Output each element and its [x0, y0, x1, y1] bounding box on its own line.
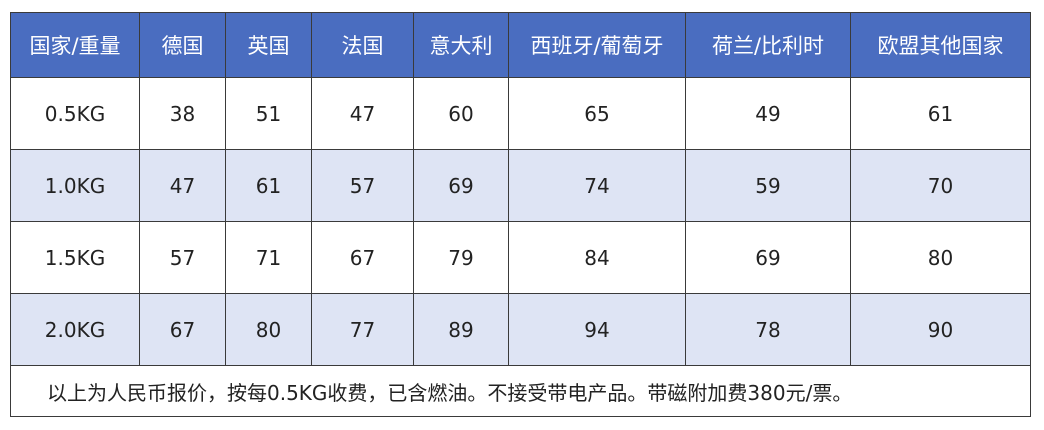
header-row: 国家/重量 德国 英国 法国 意大利 西班牙/葡萄牙 荷兰/比利时 欧盟其他国家: [10, 12, 1031, 78]
price-cell: 57: [139, 221, 226, 294]
header-cell: 欧盟其他国家: [850, 12, 1031, 78]
header-cell: 意大利: [413, 12, 509, 78]
table-row: 1.5KG 57 71 67 79 84 69 80: [10, 221, 1031, 294]
note: 以上为人民币报价，按每0.5KG收费，已含燃油。不接受带电产品。带磁附加费380…: [10, 365, 1031, 417]
price-cell: 49: [685, 77, 851, 150]
price-cell: 94: [508, 293, 686, 366]
price-cell: 38: [139, 77, 226, 150]
price-cell: 84: [508, 221, 686, 294]
header-cell: 国家/重量: [10, 12, 140, 78]
header-cell: 英国: [225, 12, 312, 78]
price-cell: 89: [413, 293, 509, 366]
price-cell: 47: [139, 149, 226, 222]
price-cell: 69: [413, 149, 509, 222]
price-cell: 71: [225, 221, 312, 294]
table-row: 0.5KG 38 51 47 60 65 49 61: [10, 77, 1031, 150]
note-row: 以上为人民币报价，按每0.5KG收费，已含燃油。不接受带电产品。带磁附加费380…: [10, 365, 1031, 417]
price-cell: 65: [508, 77, 686, 150]
weight-cell: 2.0KG: [10, 293, 140, 366]
table-body: 0.5KG 38 51 47 60 65 49 61 1.0KG 47 61 57 69 74 59 70 1.…: [10, 77, 1031, 366]
price-cell: 67: [311, 221, 414, 294]
price-cell: 59: [685, 149, 851, 222]
price-cell: 51: [225, 77, 312, 150]
header-cell: 荷兰/比利时: [685, 12, 851, 78]
price-cell: 60: [413, 77, 509, 150]
price-cell: 70: [850, 149, 1031, 222]
price-cell: 67: [139, 293, 226, 366]
weight-cell: 0.5KG: [10, 77, 140, 150]
price-cell: 61: [850, 77, 1031, 150]
price-cell: 69: [685, 221, 851, 294]
table-row: 1.0KG 47 61 57 69 74 59 70: [10, 149, 1031, 222]
price-cell: 79: [413, 221, 509, 294]
price-cell: 80: [225, 293, 312, 366]
price-cell: 61: [225, 149, 312, 222]
weight-cell: 1.0KG: [10, 149, 140, 222]
price-cell: 74: [508, 149, 686, 222]
price-cell: 57: [311, 149, 414, 222]
weight-cell: 1.5KG: [10, 221, 140, 294]
price-cell: 78: [685, 293, 851, 366]
price-cell: 90: [850, 293, 1031, 366]
price-cell: 47: [311, 77, 414, 150]
header-cell: 法国: [311, 12, 414, 78]
price-table: 国家/重量 德国 英国 法国 意大利 西班牙/葡萄牙 荷兰/比利时 欧盟其他国家 0.5KG 3…: [10, 12, 1031, 417]
price-cell: 77: [311, 293, 414, 366]
table-row: 2.0KG 67 80 77 89 94 78 90: [10, 293, 1031, 366]
header-cell: 德国: [139, 12, 226, 78]
header-cell: 西班牙/葡萄牙: [508, 12, 686, 78]
price-cell: 80: [850, 221, 1031, 294]
